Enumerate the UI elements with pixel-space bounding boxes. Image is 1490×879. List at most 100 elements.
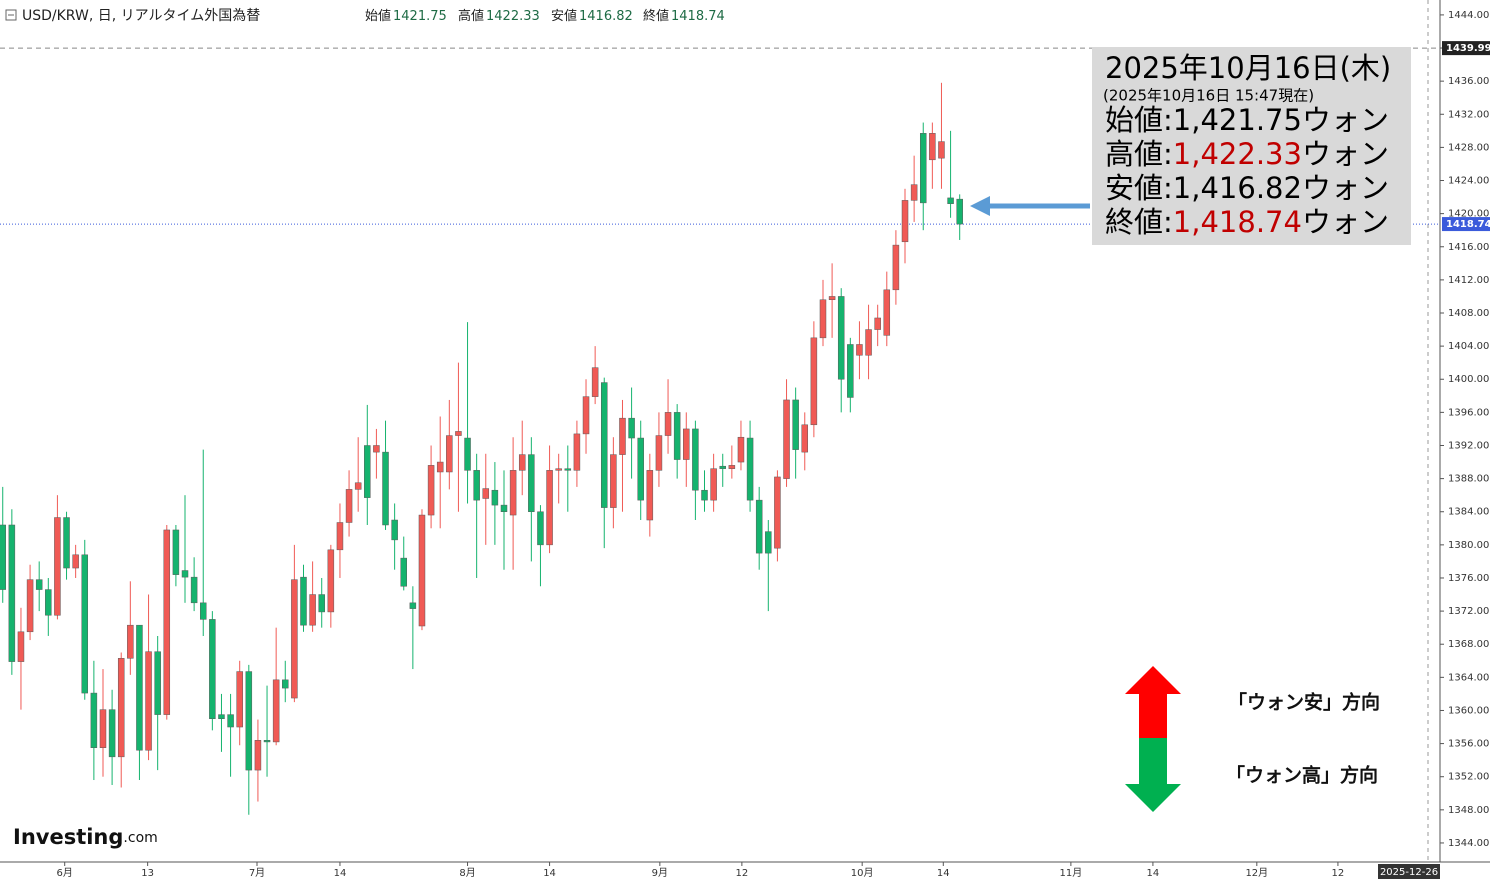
candle-body — [163, 529, 171, 715]
annotation-row: 安値:1,416.82ウォン — [1105, 171, 1389, 205]
candle-body — [573, 433, 581, 471]
candle-body — [509, 470, 517, 516]
row-unit: ウォン — [1302, 171, 1389, 205]
header-item-value: 1418.74 — [671, 9, 725, 24]
candle-body — [856, 344, 863, 356]
candle-body — [282, 679, 289, 689]
candle-body — [127, 624, 134, 659]
last-price-box — [1442, 217, 1490, 232]
candle-body — [427, 465, 435, 516]
candle-body — [391, 519, 398, 541]
logo-name: Investing — [13, 825, 123, 849]
candle-body — [54, 517, 61, 616]
candle-body — [637, 437, 644, 501]
candle-body — [190, 576, 198, 604]
candle-body — [473, 470, 480, 501]
candle-body — [136, 624, 143, 751]
candle-body — [692, 428, 699, 491]
high-price-label: 1439.99 — [1446, 43, 1490, 54]
candle-body — [847, 344, 854, 398]
x-tick-label: 6月 — [57, 867, 73, 879]
candle-body — [765, 531, 772, 554]
candle-body — [728, 465, 736, 469]
candle-body — [537, 511, 544, 546]
annotation-row: 終値:1,418.74ウォン — [1105, 205, 1389, 239]
row-unit: ウォン — [1302, 205, 1389, 239]
candle-body — [555, 468, 562, 471]
candle-body — [892, 244, 900, 291]
collapse-icon[interactable] — [5, 9, 17, 21]
x-tick-label: 14 — [334, 868, 347, 879]
y-tick-label: 1384.00 — [1448, 507, 1489, 518]
header-item: 高値 1422.33 — [458, 8, 540, 24]
candle-body — [272, 679, 280, 743]
candle-body — [145, 651, 152, 751]
y-tick-label: 1436.00 — [1448, 76, 1489, 87]
candle-body — [491, 489, 499, 506]
candle-body — [364, 445, 371, 498]
x-tick-label: 14 — [543, 868, 556, 879]
y-tick-label: 1392.00 — [1448, 440, 1489, 451]
candle-body — [45, 589, 52, 616]
y-tick-label: 1396.00 — [1448, 407, 1489, 418]
candle-body — [792, 399, 799, 450]
candle-body — [418, 514, 426, 627]
logo: Investing.com — [13, 825, 158, 849]
y-tick-label: 1360.00 — [1448, 705, 1489, 716]
y-tick-label: 1408.00 — [1448, 308, 1489, 319]
candle-body — [719, 465, 726, 469]
y-tick-label: 1444.00 — [1448, 10, 1489, 21]
y-tick-label: 1412.00 — [1448, 275, 1489, 286]
candle-body — [154, 651, 161, 715]
annotation-row: 高値:1,422.33ウォン — [1105, 137, 1389, 171]
candle-body — [209, 619, 216, 719]
symbol: USD/KRW, 日, リアルタイム外国為替 — [22, 8, 260, 24]
header-item-value: 1422.33 — [486, 9, 540, 24]
row-separator: : — [1163, 103, 1173, 137]
candle-body — [710, 468, 717, 501]
candle-body — [309, 594, 316, 626]
candle-body — [500, 504, 508, 512]
high-price-box — [1442, 41, 1490, 56]
row-value: 1,421.75 — [1173, 103, 1302, 137]
x-tick-label: 7月 — [249, 867, 265, 879]
candle-body — [783, 399, 790, 479]
candle-body — [35, 579, 43, 590]
candle-body — [0, 524, 6, 590]
candle-body — [883, 289, 891, 336]
row-label: 終値 — [1105, 205, 1163, 239]
candle-body — [482, 488, 490, 499]
row-label: 高値 — [1105, 137, 1163, 171]
y-tick-label: 1380.00 — [1448, 540, 1489, 551]
candle-body — [819, 299, 827, 339]
candle-body — [436, 461, 444, 473]
x-tick-label: 14 — [1147, 868, 1160, 879]
candle-body — [901, 200, 909, 243]
y-tick-label: 1348.00 — [1448, 805, 1489, 816]
candle-body — [17, 631, 25, 662]
candle-body — [518, 454, 526, 471]
header-item-value: 1416.82 — [579, 9, 633, 24]
candle-body — [117, 658, 125, 758]
candle-body — [591, 367, 599, 397]
candle-body — [300, 576, 307, 626]
up-arrow — [1125, 666, 1181, 738]
candle-body — [72, 554, 79, 569]
x-tick-label: 10月 — [851, 867, 874, 879]
y-tick-label: 1344.00 — [1448, 838, 1489, 849]
y-tick-label: 1432.00 — [1448, 109, 1489, 120]
y-tick-label: 1352.00 — [1448, 772, 1489, 783]
pointer-arrow-head — [970, 196, 990, 216]
candle-body — [464, 437, 471, 471]
y-tick-label: 1364.00 — [1448, 672, 1489, 683]
candle-body — [701, 489, 708, 501]
x-tick-label: 12 — [736, 868, 749, 879]
row-value: 1,416.82 — [1173, 171, 1302, 205]
up-direction-label: 「ウォン安」方向 — [1228, 691, 1380, 714]
header-item-label: 高値 — [458, 8, 484, 24]
down-arrow — [1125, 738, 1181, 812]
candle-body — [956, 198, 963, 225]
candle-body — [336, 522, 344, 551]
y-tick-label: 1400.00 — [1448, 374, 1489, 385]
